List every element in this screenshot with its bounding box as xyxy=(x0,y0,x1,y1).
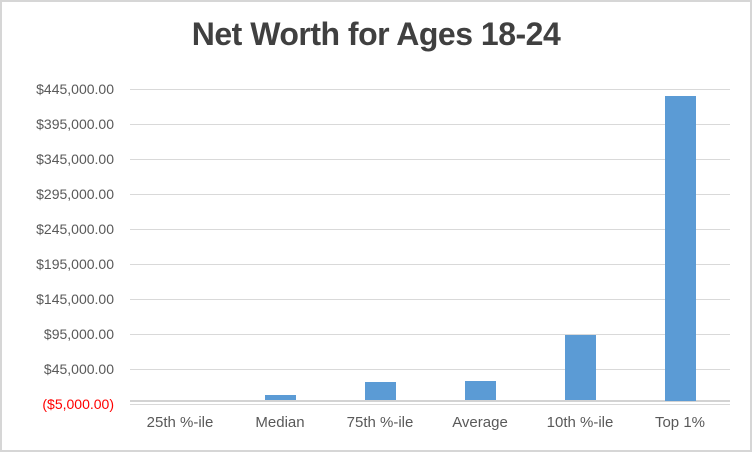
y-tick-label: ($5,000.00) xyxy=(42,396,114,412)
y-gridline xyxy=(130,333,730,335)
y-gridline xyxy=(130,263,730,265)
y-tick-label: $45,000.00 xyxy=(43,361,114,377)
y-tick-label: $145,000.00 xyxy=(36,291,114,307)
y-gridline xyxy=(130,123,730,125)
x-tick-label: Median xyxy=(255,414,305,431)
y-gridline xyxy=(130,88,730,90)
y-tick-label: $345,000.00 xyxy=(36,151,114,167)
bar xyxy=(364,382,396,401)
x-tick-label: 75th %-ile xyxy=(346,414,414,431)
x-axis-line xyxy=(130,399,730,402)
x-tick-label: Average xyxy=(452,414,508,431)
y-tick-label: $245,000.00 xyxy=(36,221,114,237)
bar xyxy=(464,380,496,401)
y-tick-label: $195,000.00 xyxy=(36,256,114,272)
y-gridline xyxy=(130,193,730,195)
bar xyxy=(664,96,696,401)
y-gridline xyxy=(130,228,730,230)
y-tick-label: $295,000.00 xyxy=(36,186,114,202)
chart-title: Net Worth for Ages 18-24 xyxy=(191,16,561,52)
y-gridline xyxy=(130,158,730,160)
x-tick-label: 25th %-ile xyxy=(146,414,214,431)
x-tick-label: Top 1% xyxy=(654,414,706,431)
x-tick-label: 10th %-ile xyxy=(546,414,614,431)
y-gridline xyxy=(130,403,730,405)
y-gridline xyxy=(130,298,730,300)
y-tick-label: $395,000.00 xyxy=(36,116,114,132)
bar xyxy=(264,394,296,401)
y-gridline xyxy=(130,368,730,370)
bar xyxy=(564,334,596,401)
y-tick-label: $445,000.00 xyxy=(36,81,114,97)
y-tick-label: $95,000.00 xyxy=(43,326,114,342)
